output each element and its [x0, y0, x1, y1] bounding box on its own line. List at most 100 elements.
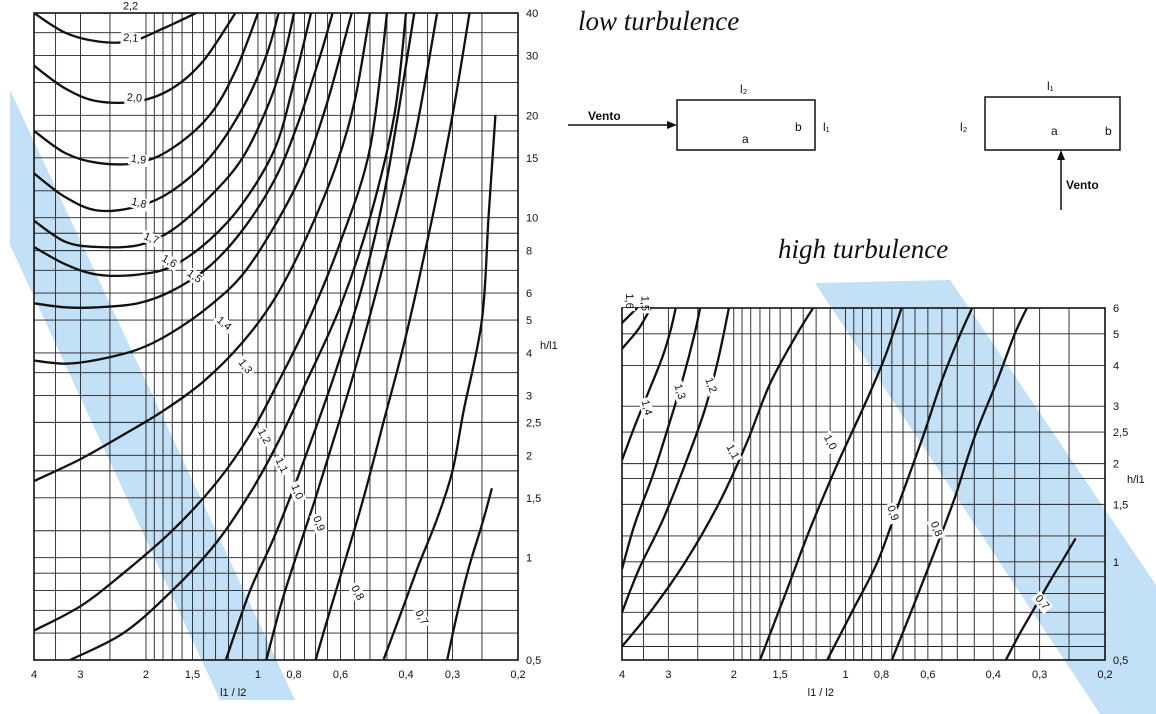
y-tick-label: 0,5 — [526, 655, 541, 667]
face-label-b: b — [795, 120, 802, 134]
series-line — [890, 308, 1029, 660]
y-tick-label: 30 — [526, 50, 538, 62]
chart-high-turbulence: 1,6 1,51,41,3 1,21,1 1,00,90,80,74 3 2 1,5 1 0,8… — [619, 293, 1145, 699]
series-label-bg — [1030, 591, 1053, 615]
x-tick-label: 4 — [31, 669, 37, 681]
dimension-label-right: l₁ — [823, 120, 830, 134]
dimension-label-top: l₂ — [740, 82, 748, 96]
plot-frame — [621, 307, 1106, 661]
y-tick-label: 10 — [526, 213, 538, 225]
x-tick-label: 0,8 — [874, 669, 889, 681]
curves — [622, 308, 1077, 660]
series-label-bg — [127, 152, 150, 168]
series-label-bg — [926, 517, 946, 541]
x-tick-label: 0,2 — [510, 669, 525, 681]
series-label-bg — [234, 355, 256, 379]
y-tick-label: 2 — [1113, 459, 1119, 471]
series-label: 0,9 — [884, 504, 901, 522]
dimension-label-top: l₁ — [1047, 79, 1054, 93]
diagram-right: Vento l₁ l₂ a b — [960, 79, 1121, 210]
x-tick-label: 0,8 — [286, 669, 301, 681]
y-tick-label: 20 — [526, 110, 538, 122]
y-tick-label: 0,5 — [1113, 655, 1128, 667]
y-tick-label: 6 — [1113, 303, 1119, 315]
wind-label: Vento — [1066, 178, 1099, 192]
series-line — [34, 13, 313, 277]
series-label-bg — [253, 424, 274, 449]
series-label-bg — [157, 251, 181, 272]
series-line — [69, 13, 408, 660]
x-tick-label: 1 — [255, 669, 261, 681]
series-label: 1,9 — [130, 153, 147, 167]
y-axis-label: h/l1 — [1127, 474, 1145, 486]
series-line — [826, 308, 974, 660]
series-label: 1,4 — [639, 399, 655, 417]
series-label-bg — [701, 373, 720, 397]
x-tick-label: 0,6 — [920, 669, 935, 681]
x-tick-label: 0,3 — [445, 669, 460, 681]
series-label-bg — [139, 229, 163, 249]
series-label: 1,6 — [623, 293, 635, 308]
series-label-bg — [212, 312, 236, 335]
series-label-bg — [347, 581, 368, 605]
series-line — [34, 13, 334, 309]
series-label-bg — [271, 453, 292, 478]
series-label: 1,2 — [702, 376, 719, 394]
series-line — [622, 308, 731, 613]
series-line — [622, 308, 677, 461]
y-tick-label: 3 — [526, 390, 532, 402]
series-label-bg — [309, 512, 328, 536]
y-tick-label: 1 — [526, 553, 532, 565]
x-tick-label: 1,5 — [185, 669, 200, 681]
series-line — [34, 13, 260, 166]
series-line — [382, 115, 497, 660]
plot-frame — [33, 12, 519, 661]
grid-lines — [622, 308, 1105, 660]
series-label-bg — [638, 396, 655, 420]
series-line — [34, 13, 372, 483]
series-label-bg — [124, 91, 145, 105]
arrow-head-icon — [667, 121, 677, 129]
x-axis-label: l1 / l2 — [220, 687, 246, 699]
series-label-bg — [883, 501, 902, 525]
series-label: 2,2 — [123, 0, 138, 12]
building-outline — [984, 96, 1121, 151]
y-tick-label: 2 — [526, 450, 532, 462]
diagram-left: Vento l₂ l₁ a b — [568, 82, 830, 151]
y-tick-label: 4 — [1113, 360, 1119, 372]
series-label-bg — [120, 31, 142, 46]
x-tick-label: 4 — [619, 669, 625, 681]
x-axis-label: l1 / l2 — [808, 687, 834, 699]
series-label-bg — [722, 440, 743, 464]
x-tick-label: 0,2 — [1097, 669, 1112, 681]
series-line — [224, 13, 416, 660]
x-tick-label: 0,3 — [1032, 669, 1047, 681]
series-label: 1,8 — [130, 196, 148, 212]
chart-title-low-turbulence: low turbulence — [578, 6, 740, 36]
y-tick-label: 4 — [526, 348, 532, 360]
x-tick-label: 3 — [665, 669, 671, 681]
series-label-bg — [638, 308, 651, 314]
series-line — [34, 13, 353, 365]
chart-title-high-turbulence: high turbulence — [778, 234, 949, 264]
y-tick-label: 5 — [1113, 329, 1119, 341]
face-label-a: a — [742, 132, 749, 146]
x-tick-label: 0,4 — [398, 669, 413, 681]
series-label-bg — [411, 605, 432, 630]
series-line — [34, 13, 237, 105]
y-tick-label: 8 — [526, 246, 532, 258]
series-label-bg — [670, 380, 689, 404]
y-tick-label: 1,5 — [526, 493, 541, 505]
series-label-bg — [287, 480, 307, 504]
x-tick-label: 1,5 — [772, 669, 787, 681]
series-label: 0,8 — [928, 520, 945, 539]
y-tick-label: 2,5 — [1113, 427, 1128, 439]
series-label-bg — [819, 430, 840, 455]
series-line — [758, 308, 903, 660]
dimension-label-left: l₂ — [960, 120, 968, 134]
watermark-stripe-right — [815, 280, 1156, 714]
y-tick-label: 6 — [526, 288, 532, 300]
face-label-b: b — [1105, 124, 1112, 138]
chart-low-turbulence: 2,22,12,01,91,81,71,61,51,41,31,21,11,00… — [31, 0, 558, 699]
